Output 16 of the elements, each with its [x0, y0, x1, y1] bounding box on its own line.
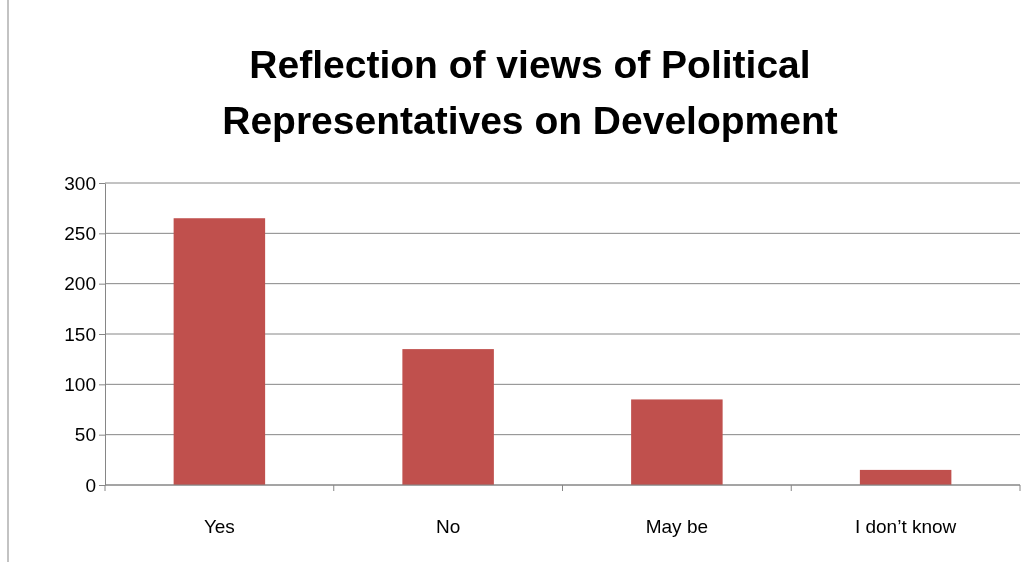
y-tick-label: 0 [85, 474, 96, 496]
y-tick-label: 300 [64, 172, 96, 194]
x-tick-label: May be [645, 516, 709, 537]
bar [631, 399, 723, 485]
y-tick-label: 150 [64, 323, 96, 345]
chart-title: Reflection of views of Political Representatives on Development [222, 43, 838, 142]
x-tick-label: Yes [203, 516, 235, 537]
y-tick-label: 100 [64, 373, 96, 395]
bar [402, 349, 494, 485]
x-tick-label: No [435, 516, 461, 537]
bar [173, 218, 266, 485]
y-tick-label: 200 [64, 273, 96, 295]
y-tick-label: 250 [64, 222, 96, 244]
x-tick-label: I don’t know [854, 516, 957, 537]
bar [859, 469, 952, 485]
y-tick-label: 50 [74, 424, 96, 446]
